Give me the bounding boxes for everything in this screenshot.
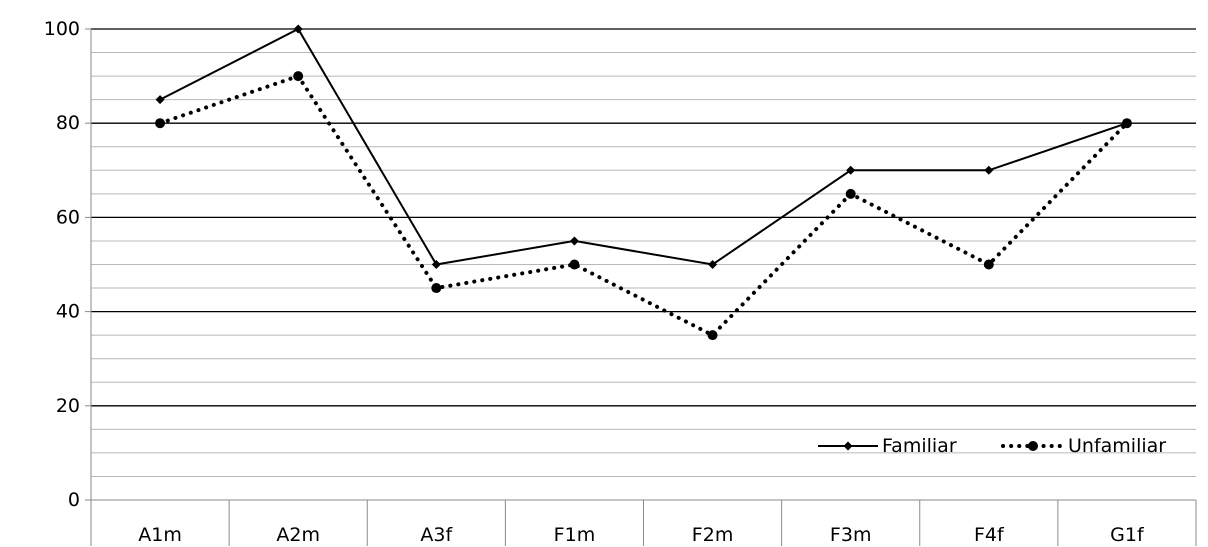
legend: Familiar Unfamiliar xyxy=(818,435,1166,457)
axes xyxy=(85,28,1197,546)
data-point-unfamiliar xyxy=(431,283,442,294)
x-tick-label: A1m xyxy=(138,524,182,546)
data-point-unfamiliar xyxy=(155,118,166,129)
legend-marker-unfamiliar xyxy=(1028,441,1038,451)
data-point-unfamiliar xyxy=(707,330,718,341)
x-axis-tick-labels: A1m A2m A3f F1m F2m F3m F4f G1f xyxy=(138,524,1145,546)
x-tick-label: F3m xyxy=(830,524,872,546)
x-tick-label: F4f xyxy=(974,524,1005,546)
y-tick-label: 100 xyxy=(44,18,80,40)
y-tick-label: 80 xyxy=(56,112,80,134)
x-tick-label: A2m xyxy=(276,524,320,546)
data-point-unfamiliar xyxy=(845,188,856,199)
data-point-unfamiliar xyxy=(569,259,580,270)
data-point-familiar xyxy=(708,260,718,269)
y-tick-label: 0 xyxy=(68,489,80,511)
y-axis-tick-labels: 0 20 40 60 80 100 xyxy=(44,18,80,511)
data-point-familiar xyxy=(984,165,994,175)
data-point-unfamiliar xyxy=(1121,118,1132,129)
major-gridlines xyxy=(91,28,1196,407)
data-point-familiar xyxy=(293,24,303,34)
data-point-familiar xyxy=(431,260,441,269)
x-tick-label: F1m xyxy=(554,524,596,546)
x-tick-label: G1f xyxy=(1110,524,1145,546)
x-tick-label: A3f xyxy=(420,524,453,546)
data-point-familiar xyxy=(569,236,579,246)
data-point-unfamiliar xyxy=(293,71,304,82)
series-line-unfamiliar xyxy=(158,73,1129,338)
series-markers xyxy=(155,24,1132,341)
data-point-familiar xyxy=(155,95,165,105)
y-tick-label: 20 xyxy=(56,395,80,417)
minor-gridlines xyxy=(91,52,1196,477)
y-tick-label: 60 xyxy=(56,206,80,228)
data-point-familiar xyxy=(846,165,856,175)
x-tick-label: F2m xyxy=(692,524,734,546)
y-tick-label: 40 xyxy=(56,301,80,323)
series-lines xyxy=(158,27,1129,338)
data-point-unfamiliar xyxy=(983,259,994,270)
series-line-familiar xyxy=(159,27,1128,266)
legend-label-unfamiliar: Unfamiliar xyxy=(1068,435,1166,457)
legend-marker-familiar xyxy=(843,441,853,451)
legend-label-familiar: Familiar xyxy=(882,435,957,457)
